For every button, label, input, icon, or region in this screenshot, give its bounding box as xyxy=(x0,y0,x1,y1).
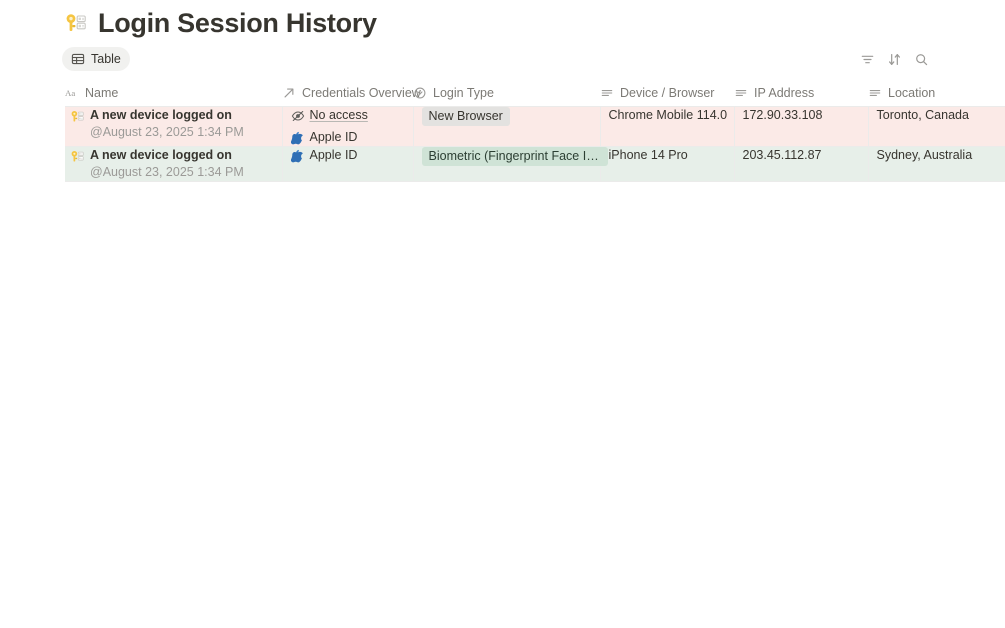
column-header-login-type-label: Login Type xyxy=(433,86,494,100)
cell-ip-address[interactable]: 172.90.33.108 xyxy=(734,106,869,147)
cell-login-type[interactable]: New Browser xyxy=(413,106,601,147)
text-lines-icon xyxy=(600,86,614,100)
credential-item[interactable]: Apple ID xyxy=(291,147,413,164)
search-icon[interactable] xyxy=(911,49,931,69)
credential-label: Apple ID xyxy=(309,148,358,162)
table-row[interactable]: A new device logged on @August 23, 2025 … xyxy=(65,146,1005,182)
column-header-location[interactable]: Location xyxy=(868,80,1005,107)
cell-location[interactable]: Sydney, Australia xyxy=(868,146,1005,182)
svg-text:Aa: Aa xyxy=(65,88,75,98)
view-tabs: Table xyxy=(62,47,130,71)
credential-item[interactable]: Apple ID xyxy=(291,129,413,146)
table-icon xyxy=(71,52,85,66)
cell-location[interactable]: Toronto, Canada xyxy=(868,106,1005,147)
text-lines-icon xyxy=(868,86,882,100)
database-table: Aa Name Credential xyxy=(65,80,1005,182)
page-title: Login Session History xyxy=(0,0,1005,40)
credential-label: No access xyxy=(309,108,368,122)
table-header-row: Aa Name Credential xyxy=(65,80,1005,107)
date-mention[interactable]: @August 23, 2025 1:34 PM xyxy=(90,165,244,179)
eye-slash-icon xyxy=(291,109,305,123)
view-toolbar: Table xyxy=(0,40,1005,74)
tab-table-label: Table xyxy=(91,51,121,66)
title-text-icon: Aa xyxy=(65,86,79,100)
select-circle-icon xyxy=(413,86,427,100)
filter-icon[interactable] xyxy=(857,49,877,69)
login-type-pill: Biometric (Fingerprint Face ID Iris s… xyxy=(421,147,608,166)
cell-device-browser[interactable]: Chrome Mobile 114.0 xyxy=(600,106,735,147)
login-type-pill: New Browser xyxy=(421,107,510,126)
column-header-credentials-overview[interactable]: Credentials Overview xyxy=(282,80,421,107)
key-id-card-icon xyxy=(69,108,85,124)
tab-table[interactable]: Table xyxy=(62,47,130,71)
cell-ip-address[interactable]: 203.45.112.87 xyxy=(734,146,869,182)
cell-name[interactable]: A new device logged on @August 23, 2025 … xyxy=(65,146,283,182)
ip-address-value: 203.45.112.87 xyxy=(742,148,822,162)
sort-icon[interactable] xyxy=(884,49,904,69)
location-value: Sydney, Australia xyxy=(876,148,973,162)
column-header-device-browser[interactable]: Device / Browser xyxy=(600,80,734,107)
device-browser-value: iPhone 14 Pro xyxy=(608,148,688,162)
apple-icon xyxy=(291,131,305,145)
row-title: A new device logged on xyxy=(90,108,232,122)
cell-credentials-overview[interactable]: No access Apple ID xyxy=(282,106,414,147)
cell-device-browser[interactable]: iPhone 14 Pro xyxy=(600,146,735,182)
relation-arrow-icon xyxy=(282,86,296,100)
key-id-card-icon xyxy=(69,148,85,164)
database-table-container: Aa Name Credential xyxy=(0,80,1005,182)
column-header-ip-address[interactable]: IP Address xyxy=(734,80,868,107)
column-header-login-type[interactable]: Login Type xyxy=(413,80,600,107)
ip-address-value: 172.90.33.108 xyxy=(742,108,823,122)
column-header-device-label: Device / Browser xyxy=(620,86,715,100)
page-title-text: Login Session History xyxy=(98,8,377,38)
credential-label: Apple ID xyxy=(309,130,358,144)
text-lines-icon xyxy=(734,86,748,100)
column-header-name-label: Name xyxy=(85,86,119,100)
row-title: A new device logged on xyxy=(90,148,232,162)
column-header-credentials-label: Credentials Overview xyxy=(302,86,421,100)
column-header-location-label: Location xyxy=(888,86,936,100)
device-browser-value: Chrome Mobile 114.0 xyxy=(608,108,728,122)
location-value: Toronto, Canada xyxy=(876,108,969,122)
credential-item[interactable]: No access xyxy=(291,107,413,124)
table-row[interactable]: A new device logged on @August 23, 2025 … xyxy=(65,106,1005,147)
cell-name[interactable]: A new device logged on @August 23, 2025 … xyxy=(65,106,283,147)
date-mention[interactable]: @August 23, 2025 1:34 PM xyxy=(90,125,244,139)
cell-credentials-overview[interactable]: Apple ID xyxy=(282,146,414,182)
key-id-card-icon xyxy=(62,9,90,37)
column-header-ip-label: IP Address xyxy=(754,86,815,100)
column-header-name[interactable]: Aa Name xyxy=(65,80,282,107)
apple-icon xyxy=(291,149,305,163)
view-actions xyxy=(857,49,931,69)
cell-login-type[interactable]: Biometric (Fingerprint Face ID Iris s… xyxy=(413,146,608,182)
